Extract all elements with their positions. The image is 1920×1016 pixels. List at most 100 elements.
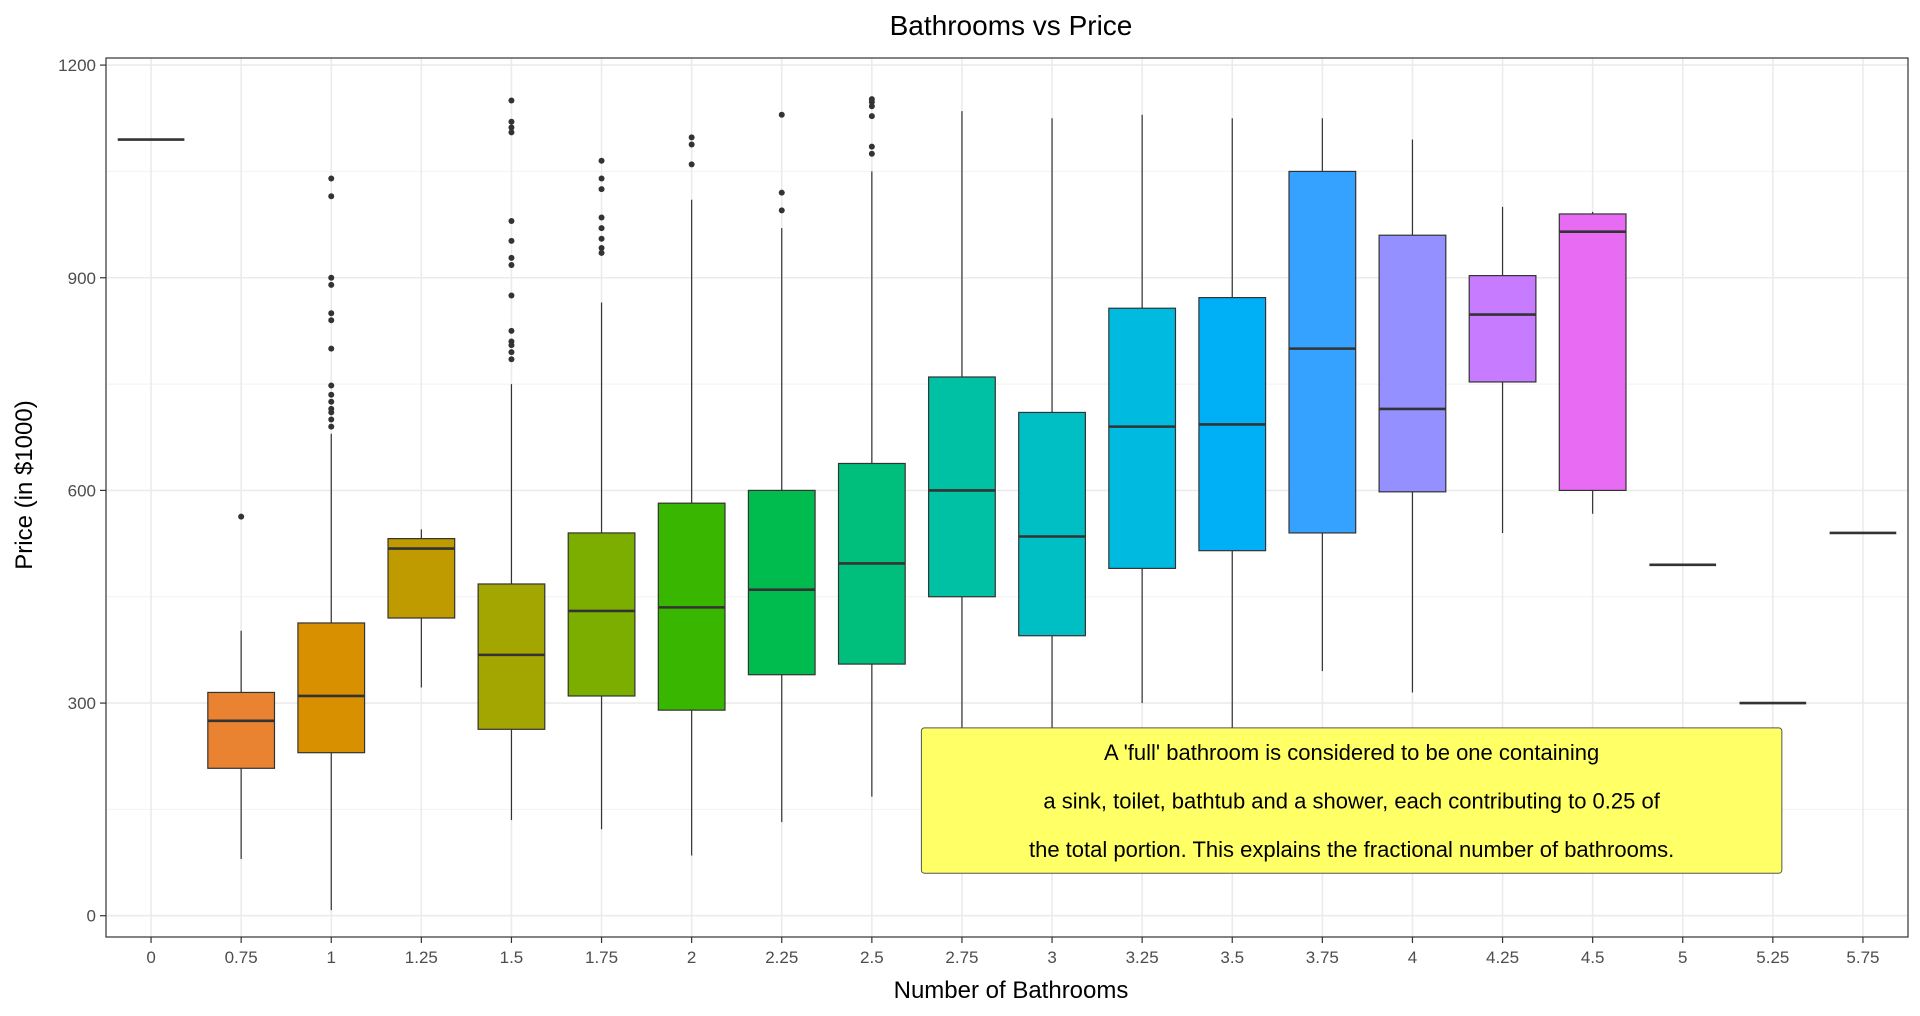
x-tick-label: 0.75 bbox=[225, 948, 258, 967]
y-tick-label: 900 bbox=[68, 269, 96, 288]
y-tick-label: 300 bbox=[68, 694, 96, 713]
box-body bbox=[1108, 307, 1177, 569]
x-tick-label: 1.5 bbox=[500, 948, 524, 967]
box-body bbox=[747, 489, 816, 676]
outlier-point bbox=[868, 96, 875, 103]
box-body bbox=[567, 532, 636, 697]
box-4.25 bbox=[1468, 206, 1537, 533]
box-1.25 bbox=[387, 529, 456, 688]
outlier-point bbox=[868, 150, 875, 157]
x-tick-label: 1.25 bbox=[405, 948, 438, 967]
box-2.5 bbox=[837, 96, 906, 797]
outlier-point bbox=[328, 416, 335, 423]
y-tick-label: 600 bbox=[68, 481, 96, 500]
outlier-point bbox=[508, 356, 515, 363]
outlier-point bbox=[508, 327, 515, 334]
box-body bbox=[1018, 411, 1086, 637]
x-tick-label: 2.75 bbox=[945, 948, 978, 967]
x-axis-title: Number of Bathrooms bbox=[894, 977, 1129, 1004]
outlier-point bbox=[328, 398, 335, 405]
box-3.25 bbox=[1108, 114, 1177, 704]
outlier-point bbox=[238, 513, 245, 520]
x-tick-label: 2.25 bbox=[765, 948, 798, 967]
x-tick-label: 1.75 bbox=[585, 948, 618, 967]
box-body bbox=[1558, 213, 1627, 492]
outlier-point bbox=[328, 274, 335, 281]
outlier-point bbox=[868, 103, 875, 110]
box-2.75 bbox=[928, 111, 996, 762]
outlier-point bbox=[868, 113, 875, 120]
x-tick-label: 4.5 bbox=[1581, 948, 1605, 967]
y-axis-title: Price (in $1000) bbox=[11, 400, 38, 569]
annotation-background bbox=[920, 727, 1783, 874]
x-tick-label: 2 bbox=[687, 948, 696, 967]
outlier-point bbox=[598, 235, 605, 242]
x-tick-label: 0 bbox=[146, 948, 155, 967]
outlier-point bbox=[508, 118, 515, 125]
box-2 bbox=[657, 134, 726, 856]
outlier-point bbox=[508, 338, 515, 345]
box-0.75 bbox=[207, 513, 276, 860]
outlier-point bbox=[508, 254, 515, 261]
box-body bbox=[297, 622, 366, 754]
outlier-point bbox=[598, 244, 605, 251]
outlier-point bbox=[508, 261, 515, 268]
y-axis: 0 300 600 900 1200 bbox=[58, 56, 106, 926]
outlier-point bbox=[508, 129, 515, 136]
annotation-line: a sink, toilet, bathtub and a shower, ea… bbox=[1043, 789, 1660, 814]
outlier-point bbox=[598, 214, 605, 221]
x-tick-label: 2.5 bbox=[860, 948, 884, 967]
box-1.75 bbox=[567, 157, 636, 830]
box-4 bbox=[1378, 139, 1447, 693]
x-tick-label: 4 bbox=[1408, 948, 1417, 967]
x-tick-label: 5.75 bbox=[1846, 948, 1879, 967]
box-body bbox=[1468, 275, 1537, 383]
outlier-point bbox=[688, 134, 695, 141]
outlier-point bbox=[508, 349, 515, 356]
x-tick-label: 3.5 bbox=[1220, 948, 1244, 967]
outlier-point bbox=[688, 141, 695, 148]
box-3.75 bbox=[1288, 118, 1357, 672]
outlier-point bbox=[598, 249, 605, 256]
outlier-point bbox=[598, 186, 605, 193]
outlier-point bbox=[508, 292, 515, 299]
box-body bbox=[928, 376, 996, 598]
x-tick-label: 5 bbox=[1678, 948, 1687, 967]
outlier-point bbox=[598, 157, 605, 164]
outlier-point bbox=[328, 193, 335, 200]
box-body bbox=[207, 691, 276, 769]
box-body bbox=[1288, 170, 1357, 534]
outlier-point bbox=[328, 345, 335, 352]
x-tick-label: 4.25 bbox=[1486, 948, 1519, 967]
annotation-line: A 'full' bathroom is considered to be on… bbox=[1104, 740, 1599, 765]
outlier-point bbox=[328, 382, 335, 389]
chart-title: Bathrooms vs Price bbox=[890, 10, 1133, 41]
outlier-point bbox=[328, 317, 335, 324]
box-4.5 bbox=[1558, 211, 1627, 514]
annotation-box: A 'full' bathroom is considered to be on… bbox=[920, 727, 1783, 874]
outlier-point bbox=[598, 225, 605, 232]
x-tick-label: 5.25 bbox=[1756, 948, 1789, 967]
outlier-point bbox=[688, 161, 695, 168]
outlier-point bbox=[328, 391, 335, 398]
outlier-point bbox=[328, 405, 335, 412]
x-tick-label: 3.75 bbox=[1306, 948, 1339, 967]
x-tick-label: 3 bbox=[1047, 948, 1056, 967]
outlier-point bbox=[328, 175, 335, 182]
outlier-point bbox=[508, 218, 515, 225]
outlier-point bbox=[328, 281, 335, 288]
x-tick-label: 3.25 bbox=[1126, 948, 1159, 967]
box-3 bbox=[1018, 118, 1086, 748]
y-tick-label: 1200 bbox=[58, 56, 96, 75]
box-body bbox=[387, 538, 456, 619]
outlier-point bbox=[328, 423, 335, 430]
box-3.5 bbox=[1198, 118, 1267, 739]
outlier-point bbox=[508, 97, 515, 104]
outlier-point bbox=[508, 124, 515, 131]
outlier-point bbox=[598, 175, 605, 182]
outlier-point bbox=[778, 207, 785, 214]
box-1 bbox=[297, 175, 366, 911]
outlier-point bbox=[778, 189, 785, 196]
outlier-point bbox=[508, 237, 515, 244]
